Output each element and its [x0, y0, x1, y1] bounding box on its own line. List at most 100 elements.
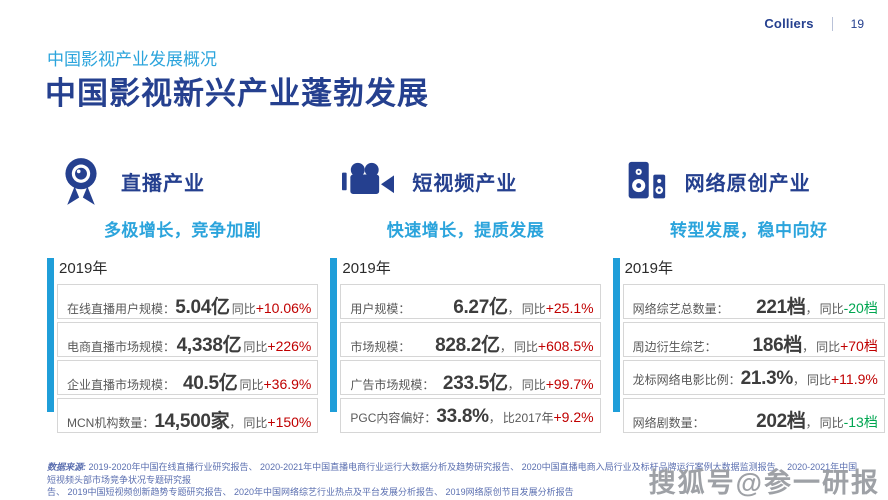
video-camera-icon [342, 162, 395, 200]
metric-separator: ， [507, 378, 520, 392]
compare-prefix: 同比 [243, 340, 268, 354]
year-header: 2019年 [624, 260, 673, 277]
compare-prefix: 同比 [243, 416, 268, 430]
compare-prefix: 同比 [819, 416, 844, 430]
accent-bar [612, 258, 620, 412]
metric-separator: ， [792, 373, 805, 387]
brand-logo: Colliers [764, 16, 814, 31]
compare-value: -20档 [843, 300, 878, 316]
data-sources-line1: 数据来源: 2019-2020年中国在线直播行业研究报告、 2020-2021年… [47, 462, 858, 485]
metric-label: 用户规模： [350, 302, 411, 316]
compare-prefix: 同比 [806, 373, 831, 387]
compare-prefix: 同比 [521, 302, 546, 316]
accent-bar [330, 258, 338, 412]
compare-prefix: 同比 [816, 340, 841, 354]
compare-value: -13档 [843, 414, 878, 430]
metric-value: 40.5亿 [183, 373, 238, 394]
year-header: 2019年 [342, 260, 391, 277]
table-row: 企业直播市场规模： 40.5亿 同比 +36.9% [57, 360, 319, 395]
table-row: 在线直播用户规模： 5.04亿 同比 +10.06% [57, 284, 319, 319]
metric-value: 202档 [756, 411, 806, 432]
metric-value: 33.8% [436, 406, 489, 427]
speakers-icon [625, 159, 667, 203]
column-header: 直播产业 [47, 155, 318, 207]
watermark: 搜狐号@参一研报 [648, 468, 880, 498]
metric-value: 221档 [756, 297, 806, 318]
metric-separator: ， [507, 302, 520, 316]
compare-prefix: 同比 [239, 378, 264, 392]
year-header: 2019年 [59, 260, 108, 277]
column-title: 直播产业 [121, 172, 205, 195]
data-sources-label: 数据来源: [47, 462, 86, 472]
table-row: 用户规模： 6.27亿 ， 同比 +25.1% [340, 284, 601, 319]
column-online-original: 网络原创产业 转型发展，稳中向好 2019年 网络综艺总数量： 221档 ， 同… [612, 155, 885, 436]
metric-separator: ， [229, 416, 242, 430]
compare-prefix: 同比 [231, 302, 256, 316]
column-live-streaming: 直播产业 多极增长，竞争加剧 2019年 在线直播用户规模： 5.04亿 同比 … [47, 155, 319, 436]
page-number: 19 [850, 16, 864, 31]
table-row: PGC内容偏好： 33.8% ， 比2017年 +9.2% [340, 398, 601, 433]
compare-value: +226% [267, 338, 312, 354]
section-label: 中国影视产业发展概况 [47, 50, 217, 69]
metric-label: MCN机构数量： [67, 416, 155, 430]
metric-separator: ， [802, 340, 815, 354]
metric-label: 电商直播市场规模： [67, 340, 176, 354]
metric-separator: ， [499, 340, 512, 354]
table-row: 网络剧数量： 202档 ， 同比 -13档 [622, 398, 885, 433]
metric-separator: ， [488, 411, 501, 425]
metric-value: 21.3% [740, 368, 794, 389]
metric-label: 在线直播用户规模： [67, 302, 176, 316]
metric-label: 网络综艺总数量： [632, 302, 729, 316]
compare-value: +11.9% [831, 371, 878, 387]
metric-label: 企业直播市场规模： [67, 378, 176, 392]
table-row: 电商直播市场规模： 4,338亿 同比 +226% [57, 322, 319, 357]
stats-table: 2019年 用户规模： 6.27亿 ， 同比 +25.1% 市场规模： 828.… [330, 256, 601, 433]
webcam-icon [59, 156, 103, 206]
metric-separator: ， [805, 302, 818, 316]
metric-value: 4,338亿 [176, 335, 242, 356]
header-divider [831, 16, 833, 31]
column-tagline: 多极增长，竞争加剧 [103, 221, 262, 240]
metric-value: 6.27亿 [453, 297, 508, 318]
compare-value: +36.9% [263, 376, 312, 392]
table-row: 龙标网络电影比例： 21.3% ， 同比 +11.9% [622, 360, 885, 395]
metric-value: 233.5亿 [442, 373, 508, 394]
metric-label: 市场规模： [350, 340, 411, 354]
accent-bar [47, 258, 54, 412]
metric-value: 186档 [752, 335, 803, 356]
compare-value: +9.2% [553, 409, 594, 425]
page-title: 中国影视新兴产业蓬勃发展 [45, 76, 429, 111]
stats-table: 2019年 网络综艺总数量： 221档 ， 同比 -20档 周边衍生综艺： 18… [612, 256, 885, 433]
compare-prefix: 同比 [513, 340, 538, 354]
compare-prefix: 同比 [819, 302, 844, 316]
table-row: 网络综艺总数量： 221档 ， 同比 -20档 [622, 284, 885, 319]
column-title: 短视频产业 [412, 172, 518, 195]
metric-value: 828.2亿 [435, 335, 500, 356]
table-row: 市场规模： 828.2亿 ， 同比 +608.5% [340, 322, 601, 357]
compare-prefix: 比2017年 [502, 411, 554, 425]
metric-label: 周边衍生综艺： [632, 340, 717, 354]
compare-value: +150% [267, 414, 312, 430]
industry-columns: 直播产业 多极增长，竞争加剧 2019年 在线直播用户规模： 5.04亿 同比 … [47, 155, 885, 436]
compare-value: +99.7% [545, 376, 594, 392]
data-sources: 数据来源: 2019-2020年中国在线直播行业研究报告、 2020-2021年… [47, 461, 861, 499]
column-short-video: 短视频产业 快速增长，提质发展 2019年 用户规模： 6.27亿 ， 同比 +… [330, 155, 601, 436]
compare-prefix: 同比 [521, 378, 546, 392]
column-header: 网络原创产业 [613, 155, 885, 207]
metric-value: 5.04亿 [175, 297, 230, 318]
table-row: 广告市场规模： 233.5亿 ， 同比 +99.7% [340, 360, 601, 395]
column-tagline: 转型发展，稳中向好 [669, 221, 828, 240]
metric-label: 龙标网络电影比例： [632, 373, 741, 387]
table-row: MCN机构数量： 14,500家 ， 同比 +150% [57, 398, 319, 433]
page-header: Colliers 19 [764, 16, 864, 31]
metric-label: PGC内容偏好： [350, 411, 437, 425]
metric-value: 14,500家 [154, 411, 230, 432]
stats-table: 2019年 在线直播用户规模： 5.04亿 同比 +10.06% 电商直播市场规… [47, 256, 319, 433]
metric-separator: ， [805, 416, 818, 430]
column-title: 网络原创产业 [684, 172, 811, 195]
column-header: 短视频产业 [330, 155, 600, 207]
column-tagline: 快速增长，提质发展 [386, 221, 545, 240]
data-sources-line2: 告、 2019中国短视频创新趋势专题研究报告、 2020年中国网络综艺行业热点及… [47, 487, 574, 497]
compare-value: +25.1% [545, 300, 594, 316]
